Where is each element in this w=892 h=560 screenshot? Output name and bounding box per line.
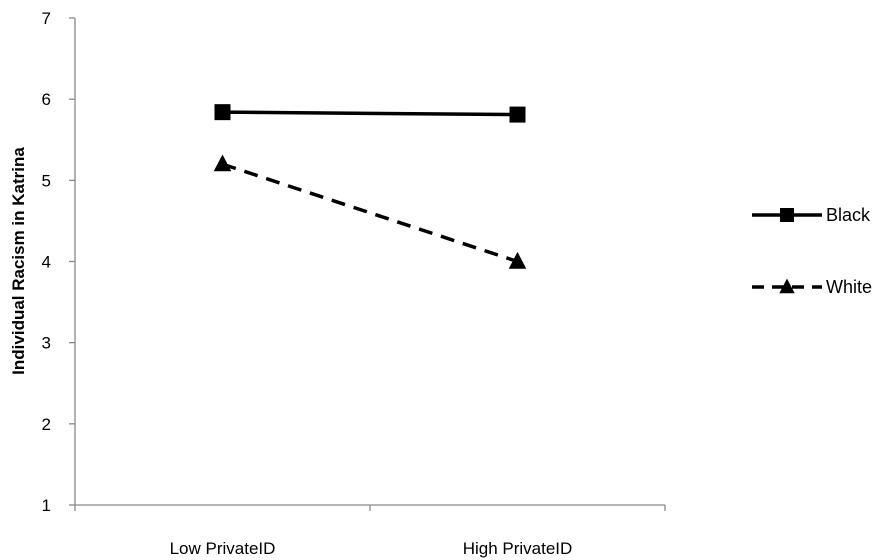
data-point-black xyxy=(214,104,231,121)
y-tick-label: 4 xyxy=(42,253,51,272)
data-point-white xyxy=(508,251,527,269)
x-ticks: Low PrivateID High PrivateID xyxy=(74,505,666,558)
y-tick-label: 6 xyxy=(42,90,51,109)
y-tick-label: 1 xyxy=(42,496,51,515)
legend-marker-white xyxy=(779,278,795,294)
x-tick-label: High PrivateID xyxy=(463,539,573,558)
data-point-white xyxy=(213,154,232,172)
y-tick-label: 5 xyxy=(42,171,51,190)
y-tick-label: 2 xyxy=(42,415,51,434)
legend: Black White xyxy=(752,205,872,297)
legend-label-black: Black xyxy=(826,205,871,225)
y-ticks: 1 2 3 4 5 6 7 xyxy=(42,9,75,515)
axes xyxy=(74,18,665,506)
y-tick-label: 3 xyxy=(42,334,51,353)
y-tick-label: 7 xyxy=(42,9,51,28)
series-layer xyxy=(213,104,527,269)
legend-label-white: White xyxy=(826,277,872,297)
series-line-white xyxy=(221,162,519,264)
data-point-black xyxy=(509,106,526,123)
y-axis-title: Individual Racism in Katrina xyxy=(9,147,28,375)
series-line-black xyxy=(222,110,518,117)
legend-marker-black xyxy=(780,208,794,222)
x-tick-label: Low PrivateID xyxy=(170,539,276,558)
